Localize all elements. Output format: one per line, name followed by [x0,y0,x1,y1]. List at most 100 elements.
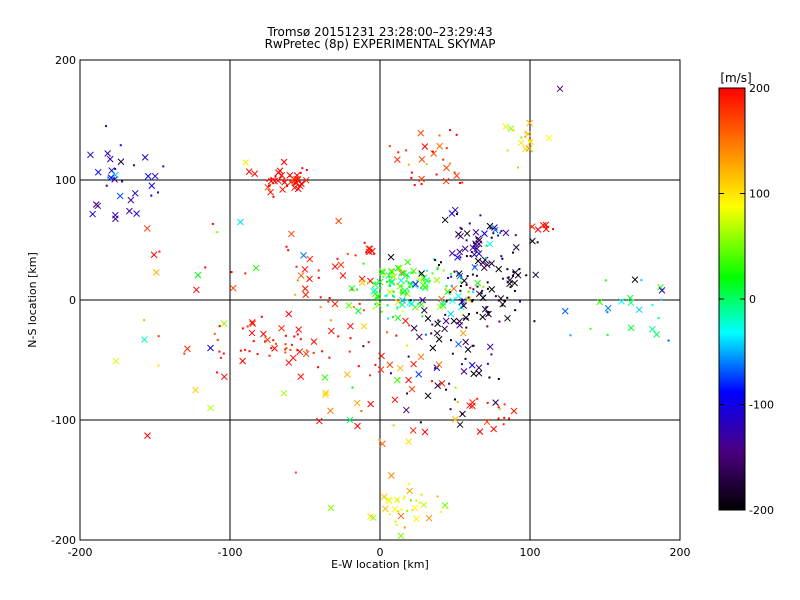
scatter-point-cross [405,376,412,384]
scatter-point-dot [471,300,474,303]
cross-stroke [512,269,519,276]
scatter-point-dot [442,269,445,272]
cross-stroke [294,176,302,183]
scatter-point-dot [216,371,219,374]
cross-stroke [111,176,118,183]
scatter-point-dot [386,331,389,334]
scatter-point-dot [507,417,510,420]
scatter-point-dot [503,416,506,419]
scatter-point-dot [388,145,391,148]
scatter-point-dot [469,254,472,257]
scatter-point-dot [392,296,395,299]
scatter-point-cross [108,167,116,174]
scatter-point-cross [331,263,339,270]
scatter-point-dot [545,225,548,228]
scatter-point-dot [395,523,398,526]
scatter-point-cross [411,504,419,512]
cross-stroke [360,322,368,330]
cross-stroke [472,228,480,236]
scatter-point-cross [406,487,414,495]
scatter-point-dot [280,175,283,178]
scatter-point-dot [114,167,117,170]
cross-stroke [276,167,284,175]
scatter-point-cross [481,305,489,313]
cross-stroke [310,338,318,345]
scatter-point-dot [445,147,448,150]
scatter-point-dot [328,356,331,359]
cross-stroke [401,287,409,295]
cross-stroke [618,298,625,305]
scatter-point-dot [451,352,454,355]
scatter-point-dot [453,270,456,273]
scatter-point-cross [322,389,330,397]
scatter-point-dot [497,406,500,409]
cross-stroke [301,285,309,292]
scatter-point-dot [312,351,315,354]
scatter-point-dot [455,213,458,216]
cross-stroke [458,298,466,306]
scatter-point-dot [405,149,408,152]
y-tick-label: 200 [55,54,76,67]
cross-stroke [379,269,386,277]
scatter-point-dot [425,269,428,272]
scatter-point-cross [94,202,102,210]
scatter-point-dot [489,227,492,230]
scatter-point-dot [270,347,273,350]
scatter-point-cross [267,188,274,196]
cross-stroke [402,317,409,325]
cross-stroke [388,472,395,479]
scatter-point-cross [245,168,253,175]
scatter-point-dot [183,352,186,355]
scatter-point-cross [278,324,285,332]
cross-stroke [486,343,494,351]
scatter-point-dot [299,171,302,174]
cross-stroke [354,422,361,430]
cross-stroke [441,501,449,509]
scatter-point-dot [113,177,116,180]
scatter-point-cross [456,248,464,256]
cross-stroke [434,320,441,328]
cross-stroke [248,329,256,337]
scatter-point-cross [285,359,293,366]
scatter-point-cross [429,344,437,352]
scatter-point-dot [459,256,462,259]
cross-stroke [421,143,429,150]
scatter-point-cross [150,251,158,259]
scatter-point-dot [485,306,488,309]
cross-stroke [380,493,388,501]
scatter-point-cross [310,338,318,345]
cross-stroke [479,313,487,321]
cross-stroke [442,177,450,185]
cross-stroke [404,258,411,266]
cross-stroke [511,279,518,287]
scatter-point-dot [536,241,539,244]
cross-stroke [561,307,569,315]
cross-stroke [335,217,342,225]
cross-stroke [419,282,427,289]
scatter-point-dot [449,291,452,294]
scatter-point-cross [545,134,553,142]
scatter-point-cross [435,361,443,368]
cross-stroke [394,298,402,306]
cross-stroke [302,291,310,299]
cross-stroke [596,298,603,306]
scatter-point-dot [434,259,437,262]
cross-stroke [207,344,214,352]
scatter-point-cross [455,292,462,300]
scatter-point-dot [284,351,287,354]
scatter-point-cross [87,151,94,159]
cross-stroke [315,417,323,425]
scatter-point-dot [438,263,441,266]
scatter-point-dot [388,275,391,278]
scatter-point-dot [460,363,463,366]
scatter-point-dot [501,257,504,260]
scatter-point-dot [289,175,292,178]
scatter-point-dot [464,357,467,360]
cross-stroke [399,296,406,304]
cross-stroke [424,392,432,400]
scatter-point-cross [301,285,309,292]
cross-stroke [495,265,503,273]
scatter-point-dot [569,334,572,337]
scatter-point-dot [282,180,285,183]
